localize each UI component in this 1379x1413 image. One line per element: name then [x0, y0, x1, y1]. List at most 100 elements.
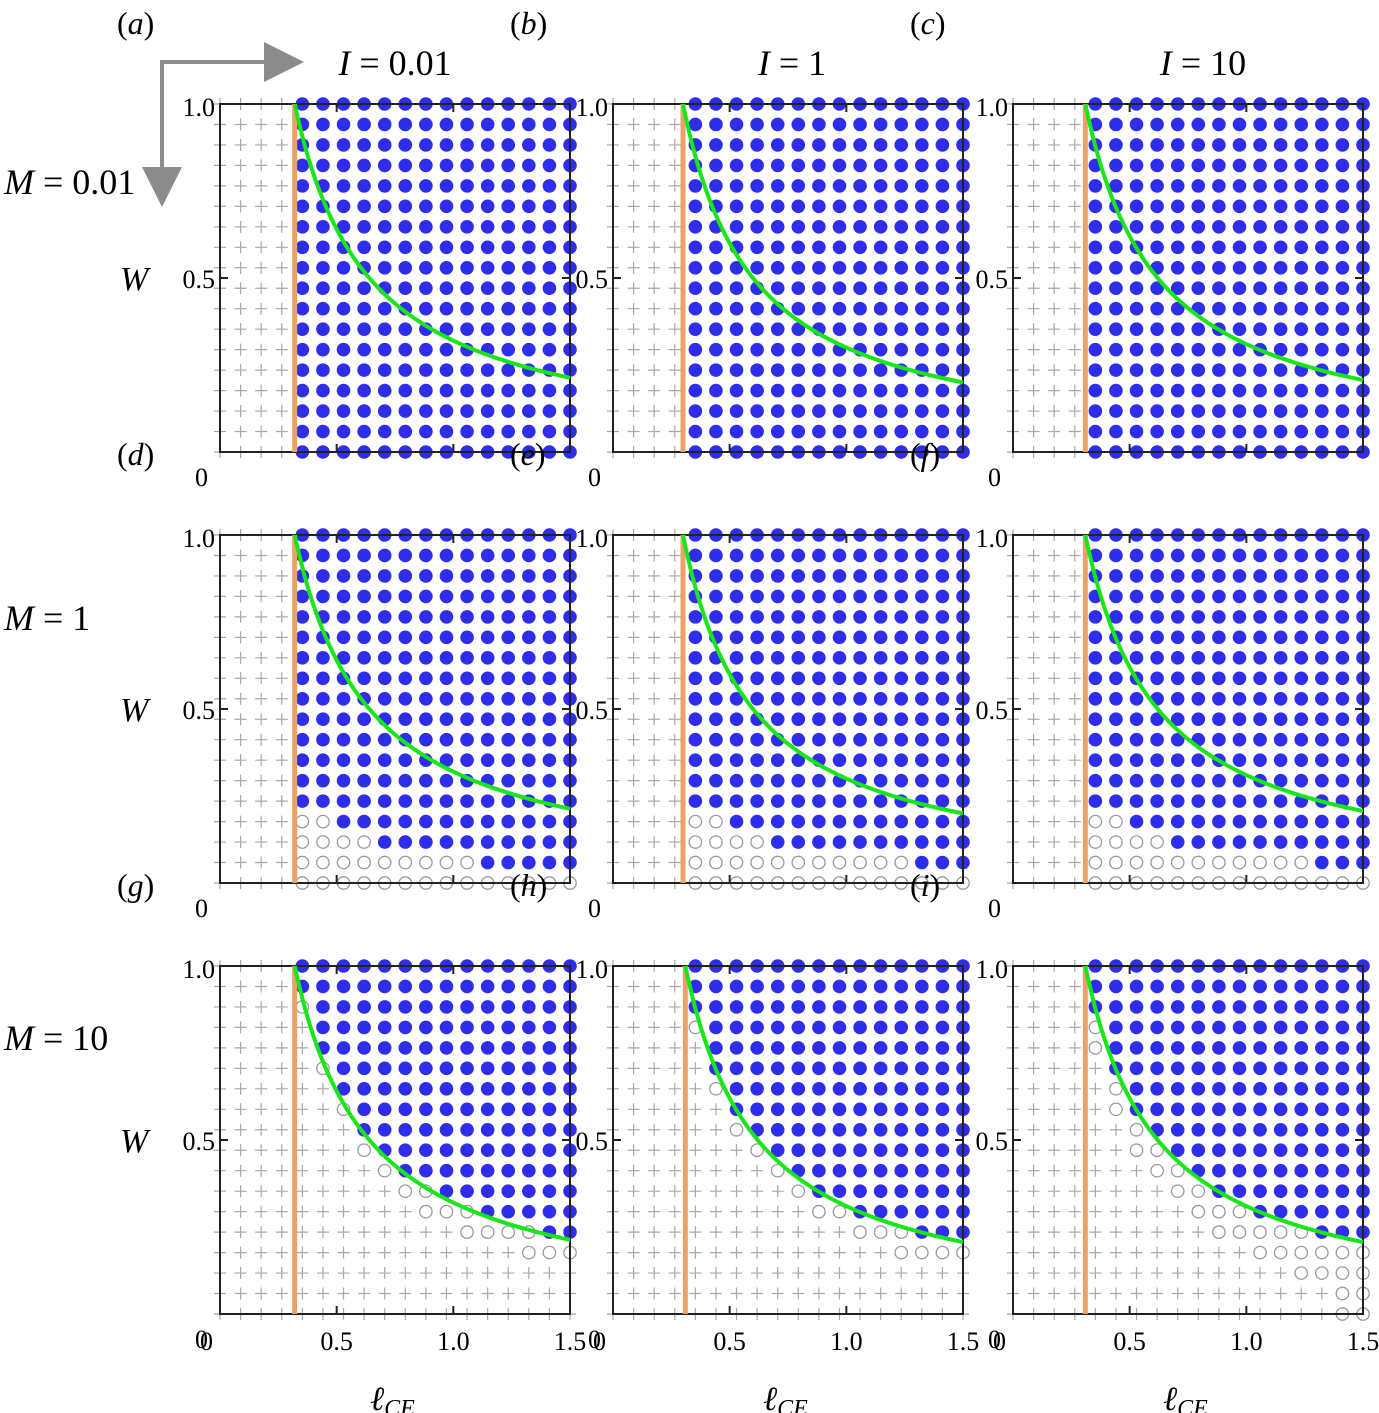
panel-f: (f)1.00.50: [910, 436, 1370, 923]
y-tick-label: 0.5: [576, 265, 609, 294]
filled-circle-marker: [1253, 712, 1267, 727]
filled-circle-marker: [915, 117, 929, 132]
filled-circle-marker: [873, 773, 888, 788]
filled-circle-marker: [791, 1122, 806, 1137]
filled-circle-marker: [729, 117, 744, 132]
open-circle-marker: [336, 835, 351, 849]
filled-circle-marker: [419, 281, 433, 296]
cross-marker: [1027, 261, 1040, 274]
filled-circle-marker: [377, 548, 392, 563]
filled-circle-marker: [1294, 630, 1309, 645]
filled-circle-marker: [480, 363, 495, 377]
axes-frame: [612, 534, 964, 884]
cross-marker: [234, 1287, 247, 1300]
filled-circle-marker: [832, 589, 847, 604]
filled-circle-marker: [316, 404, 330, 418]
filled-circle-marker: [460, 1041, 474, 1055]
filled-circle-marker: [1232, 220, 1247, 234]
filled-circle-marker: [439, 322, 454, 336]
filled-circle-marker: [419, 835, 433, 849]
cross-marker: [668, 1082, 681, 1095]
filled-circle-marker: [1232, 1102, 1247, 1117]
filled-circle-marker: [915, 651, 929, 665]
cross-marker: [689, 1082, 702, 1095]
cross-marker: [275, 1062, 288, 1075]
filled-circle-marker: [1232, 1041, 1247, 1055]
cross-marker: [316, 1144, 329, 1157]
open-circle-marker: [1150, 855, 1164, 870]
filled-circle-marker: [1315, 1102, 1329, 1117]
filled-circle-marker: [295, 732, 310, 747]
open-circle-marker: [316, 835, 330, 849]
cross-marker: [648, 220, 661, 233]
cross-marker: [234, 425, 247, 438]
filled-circle-marker: [316, 158, 330, 173]
filled-circle-marker: [1109, 712, 1123, 727]
filled-circle-marker: [480, 1000, 495, 1014]
filled-circle-marker: [709, 548, 723, 563]
filled-circle-marker: [377, 404, 392, 418]
filled-circle-marker: [1315, 548, 1329, 563]
filled-circle-marker: [770, 1000, 785, 1014]
filled-circle-marker: [460, 1000, 474, 1014]
cross-marker: [854, 1287, 867, 1300]
filled-circle-marker: [1191, 281, 1206, 296]
cross-marker: [1048, 1185, 1061, 1198]
filled-circle-marker: [1109, 383, 1123, 398]
filled-circle-marker: [1253, 691, 1267, 706]
filled-circle-marker: [709, 342, 723, 357]
cross-marker: [730, 1287, 743, 1300]
filled-circle-marker: [1273, 1163, 1288, 1178]
filled-circle-marker: [480, 671, 495, 686]
filled-circle-marker: [1232, 835, 1247, 849]
filled-circle-marker: [1294, 199, 1309, 214]
filled-circle-marker: [791, 651, 806, 665]
filled-circle-marker: [460, 1122, 474, 1137]
filled-circle-marker: [501, 814, 516, 829]
filled-circle-marker: [729, 404, 744, 418]
filled-circle-marker: [750, 301, 764, 316]
filled-circle-marker: [460, 979, 474, 994]
filled-circle-marker: [295, 424, 310, 439]
filled-circle-marker: [1294, 1102, 1309, 1117]
filled-circle-marker: [935, 630, 950, 645]
axes-frame: [1012, 534, 1364, 884]
filled-circle-marker: [791, 814, 806, 829]
cross-marker: [689, 1226, 702, 1239]
cross-marker: [234, 1267, 247, 1280]
cross-marker: [627, 384, 640, 397]
cross-marker: [648, 1103, 661, 1116]
filled-circle-marker: [894, 424, 909, 439]
open-circle-marker: [1088, 1041, 1103, 1055]
cross-marker: [1151, 1185, 1164, 1198]
filled-circle-marker: [316, 589, 330, 604]
filled-circle-marker: [460, 1184, 474, 1198]
filled-circle-marker: [1315, 835, 1329, 849]
filled-circle-marker: [935, 1102, 950, 1117]
filled-circle-marker: [750, 773, 764, 788]
filled-circle-marker: [501, 630, 516, 645]
green-boundary-curve: [292, 103, 571, 380]
filled-circle-marker: [1335, 1102, 1350, 1117]
cross-marker: [358, 1185, 371, 1198]
filled-circle-marker: [1232, 589, 1247, 604]
filled-circle-marker: [1273, 363, 1288, 377]
filled-circle-marker: [336, 260, 351, 275]
cross-marker: [874, 1246, 887, 1259]
filled-circle-marker: [935, 610, 950, 624]
cross-marker: [1027, 323, 1040, 336]
open-circle-marker: [688, 814, 703, 829]
cross-marker: [648, 302, 661, 315]
cross-marker: [648, 774, 661, 787]
filled-circle-marker: [357, 651, 371, 665]
filled-circle-marker: [398, 179, 413, 193]
filled-circle-marker: [419, 363, 433, 377]
cross-marker: [234, 343, 247, 356]
filled-circle-marker: [1191, 260, 1206, 275]
filled-circle-marker: [542, 671, 557, 686]
filled-circle-marker: [770, 753, 785, 767]
filled-circle-marker: [873, 1082, 888, 1096]
open-circle-marker: [791, 1184, 806, 1199]
green-boundary-curve: [683, 965, 964, 1245]
